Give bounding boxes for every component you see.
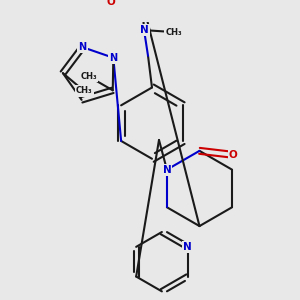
Text: N: N <box>140 25 148 35</box>
Text: CH₃: CH₃ <box>76 86 92 95</box>
Text: CH₃: CH₃ <box>165 28 182 37</box>
Text: N: N <box>163 165 171 175</box>
Text: N: N <box>79 42 87 52</box>
Text: O: O <box>229 150 238 160</box>
Text: N: N <box>183 242 192 252</box>
Text: N: N <box>109 53 117 63</box>
Text: O: O <box>106 0 115 8</box>
Text: CH₃: CH₃ <box>80 72 97 81</box>
